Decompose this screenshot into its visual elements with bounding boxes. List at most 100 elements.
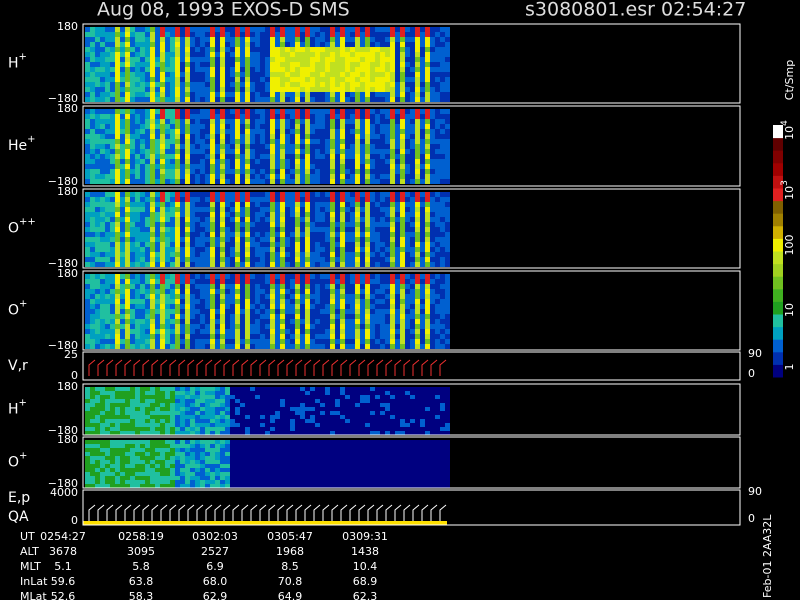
spectrogram-cell <box>265 299 270 304</box>
spectrogram-cell <box>205 242 210 247</box>
spectrogram-cell <box>300 169 305 174</box>
spectrogram-cell <box>350 232 355 237</box>
spectrogram-cell <box>285 304 290 309</box>
spectrogram-cell <box>300 304 305 309</box>
spectrogram-cell <box>145 411 150 415</box>
spectrogram-cell <box>310 202 315 207</box>
spectrogram-cell <box>140 217 145 222</box>
spectrogram-cell <box>225 227 230 232</box>
spectrogram-cell <box>120 399 125 403</box>
spectrogram-cell <box>155 334 160 339</box>
spectrogram-cell <box>215 32 220 37</box>
spectrogram-cell <box>180 339 185 344</box>
spectrogram-cell <box>205 399 210 403</box>
spectrogram-cell <box>225 62 230 67</box>
spectrogram-cell <box>90 427 95 431</box>
spectrogram-cell <box>235 179 240 184</box>
spectrogram-cell <box>210 179 215 184</box>
spectrogram-cell <box>180 159 185 164</box>
spectrogram-cell <box>435 202 440 207</box>
spectrogram-cell <box>235 32 240 37</box>
spectrogram-cell <box>115 114 120 119</box>
spectrogram-cell <box>130 154 135 159</box>
spectrogram-cell <box>250 427 255 431</box>
spectrogram-cell <box>250 77 255 82</box>
spectrogram-cell <box>380 179 385 184</box>
spectrogram-cell <box>430 32 435 37</box>
spectrogram-cell <box>175 334 180 339</box>
spectrogram-cell <box>110 237 115 242</box>
spectrogram-cell <box>165 237 170 242</box>
spectrogram-cell <box>445 124 450 129</box>
spectrogram-cell <box>150 232 155 237</box>
spectrogram-cell <box>145 114 150 119</box>
spectrogram-cell <box>365 309 370 314</box>
spectrogram-cell <box>130 237 135 242</box>
spectrogram-cell <box>220 227 225 232</box>
spectrogram-cell <box>310 399 315 403</box>
spectrogram-cell <box>370 299 375 304</box>
spectrogram-cell <box>290 72 295 77</box>
trace-segment <box>88 359 96 376</box>
spectrogram-cell <box>120 179 125 184</box>
spectrogram-cell <box>330 144 335 149</box>
spectrogram-cell <box>100 52 105 57</box>
spectrogram-cell <box>355 92 360 97</box>
spectrogram-cell <box>310 174 315 179</box>
spectrogram-cell <box>95 27 100 32</box>
spectrogram-cell <box>340 124 345 129</box>
spectrogram-cell <box>155 149 160 154</box>
spectrogram-cell <box>110 154 115 159</box>
spectrogram-cell <box>305 399 310 403</box>
spectrogram-cell <box>200 57 205 62</box>
spectrogram-cell <box>160 57 165 62</box>
spectrogram-cell <box>90 407 95 411</box>
spectrogram-cell <box>370 72 375 77</box>
spectrogram-cell <box>330 314 335 319</box>
spectrogram-cell <box>320 197 325 202</box>
spectrogram-cell <box>285 344 290 349</box>
spectrogram-cell <box>105 304 110 309</box>
spectrogram-cell <box>105 334 110 339</box>
spectrogram-cell <box>110 97 115 102</box>
spectrogram-cell <box>380 314 385 319</box>
spectrogram-cell <box>370 339 375 344</box>
spectrogram-cell <box>215 174 220 179</box>
trace-segment <box>286 359 294 376</box>
spectrogram-cell <box>350 57 355 62</box>
spectrogram-cell <box>180 37 185 42</box>
spectrogram-cell <box>395 262 400 267</box>
spectrogram-cell <box>185 427 190 431</box>
spectrogram-cell <box>180 387 185 391</box>
spectrogram-cell <box>365 262 370 267</box>
spectrogram-cell <box>110 174 115 179</box>
spectrogram-cell <box>300 149 305 154</box>
spectrogram-cell <box>345 309 350 314</box>
spectrogram-cell <box>310 27 315 32</box>
spectrogram-cell <box>330 339 335 344</box>
spectrogram-cell <box>205 124 210 129</box>
spectrogram-cell <box>215 222 220 227</box>
spectrogram-cell <box>230 109 235 114</box>
spectrogram-cell <box>140 232 145 237</box>
spectrogram-cell <box>110 252 115 257</box>
spectrogram-cell <box>265 174 270 179</box>
spectrogram-cell <box>105 403 110 407</box>
spectrogram-cell <box>240 284 245 289</box>
spectrogram-cell <box>420 97 425 102</box>
spectrogram-cell <box>90 232 95 237</box>
spectrogram-cell <box>180 62 185 67</box>
spectrogram-cell <box>200 284 205 289</box>
spectrogram-cell <box>385 144 390 149</box>
spectrogram-cell <box>190 52 195 57</box>
spectrogram-cell <box>185 144 190 149</box>
spectrogram-cell <box>340 232 345 237</box>
spectrogram-cell <box>320 154 325 159</box>
spectrogram-cell <box>230 391 235 395</box>
spectrogram-cell <box>85 242 90 247</box>
spectrogram-cell <box>420 57 425 62</box>
spectrogram-cell <box>240 27 245 32</box>
spectrogram-cell <box>415 97 420 102</box>
spectrogram-cell <box>95 319 100 324</box>
spectrogram-cell <box>145 159 150 164</box>
